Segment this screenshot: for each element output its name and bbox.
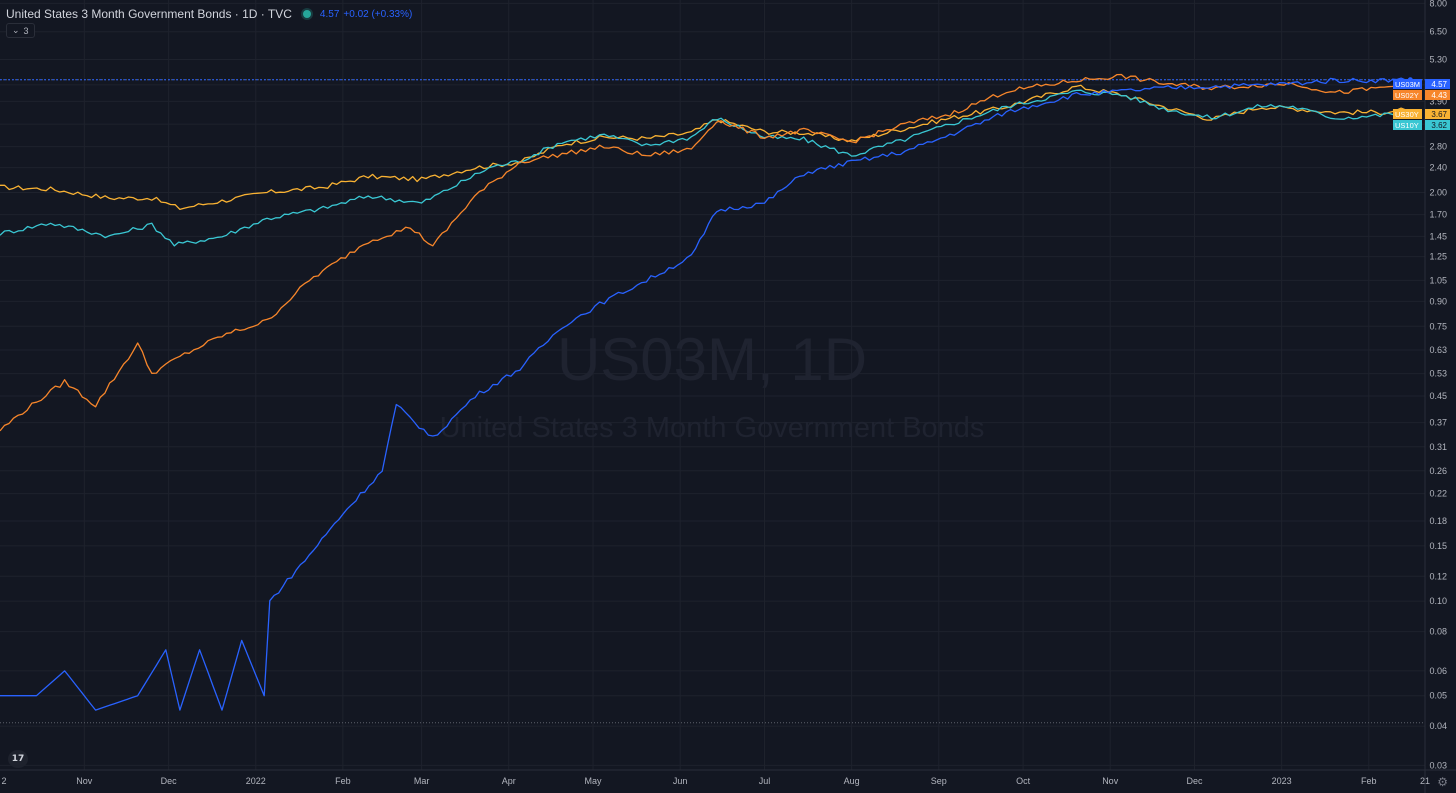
price-badges: US03M 4.57 US02Y 4.43 US30Y 3.67 US10Y 3.62 [1393,79,1450,130]
price-tick-label: 0.90 [1429,296,1447,306]
badge-symbol: US10Y [1395,121,1419,130]
time-tick-label: 21 [1420,776,1430,786]
price-tick-label: 1.45 [1429,231,1447,241]
badge-symbol-bg [1393,109,1422,119]
legend-header[interactable]: United States 3 Month Government Bonds ·… [6,7,412,21]
price-badge-us02y: US02Y 4.43 [1393,90,1450,100]
badge-value-bg [1425,79,1450,89]
badge-value-bg [1425,109,1450,119]
time-tick-label: Mar [414,776,430,786]
price-tick-label: 8.00 [1429,0,1447,8]
series-line-us10y[interactable] [0,89,1406,247]
badge-symbol: US02Y [1395,91,1419,100]
time-tick-label: 2022 [246,776,266,786]
time-tick-label: Jun [673,776,688,786]
price-tick-label: 3.90 [1429,96,1447,106]
price-tick-label: 2.40 [1429,163,1447,173]
price-tick-label: 0.15 [1429,541,1447,551]
series-line-us03m[interactable] [0,77,1406,711]
price-tick-label: 2.00 [1429,187,1447,197]
price-tick-label: 2.80 [1429,142,1447,152]
time-tick-label: 2023 [1272,776,1292,786]
price-tick-label: 1.05 [1429,275,1447,285]
price-tick-label: 0.18 [1429,516,1447,526]
grid-lines [0,0,1425,770]
badge-value-bg [1425,90,1450,100]
badge-symbol-bg [1393,90,1422,100]
badge-value: 4.57 [1431,80,1447,89]
price-tick-label: 6.50 [1429,27,1447,37]
tradingview-logo-icon[interactable]: 17 [8,750,28,768]
price-tick-label: 0.53 [1429,369,1447,379]
price-tick-label: 0.05 [1429,691,1447,701]
price-tick-label: 5.30 [1429,55,1447,65]
badge-value: 4.43 [1431,91,1447,100]
time-tick-label: Dec [161,776,178,786]
badge-value: 3.67 [1431,110,1447,119]
legend-collapse-button[interactable]: ⌄ 3 [6,23,35,38]
badge-symbol-bg [1393,79,1422,89]
badge-symbol: US03M [1395,80,1420,89]
badge-symbol-bg [1393,120,1422,130]
time-tick-label: Feb [1361,776,1377,786]
time-tick-label: Nov [76,776,93,786]
price-tick-label: 0.37 [1429,418,1447,428]
time-tick-label: Aug [844,776,860,786]
badge-value-bg [1425,120,1450,130]
settings-gear-icon[interactable]: ⚙ [1437,775,1448,789]
time-tick-label: Jul [759,776,771,786]
price-change: +0.02 (+0.33%) [343,8,413,20]
price-tick-label: 0.75 [1429,321,1447,331]
chevron-down-icon: ⌄ [12,25,20,35]
time-tick-label: Oct [1016,776,1031,786]
price-tick-label: 0.10 [1429,596,1447,606]
watermark-description: United States 3 Month Government Bonds [440,412,985,444]
price-tick-label: 0.12 [1429,571,1447,581]
watermark: US03M, 1D United States 3 Month Governme… [440,326,985,444]
price-tick-label: 1.70 [1429,210,1447,220]
time-tick-label: 2 [1,776,6,786]
price-tick-label: 0.26 [1429,466,1447,476]
time-tick-label: Feb [335,776,351,786]
time-tick-label: Apr [502,776,516,786]
series-lines [0,73,1413,711]
legend-count: 3 [23,25,29,36]
price-tick-label: 0.08 [1429,627,1447,637]
series-line-us02y[interactable] [0,73,1406,432]
price-tick-label: 0.03 [1429,760,1447,770]
symbol-title[interactable]: United States 3 Month Government Bonds ·… [6,7,292,21]
time-tick-label: May [585,776,603,786]
price-tick-label: 0.45 [1429,391,1447,401]
price-tick-label: 1.25 [1429,252,1447,262]
watermark-symbol: US03M, 1D [557,326,867,393]
badge-value: 3.62 [1431,121,1447,130]
price-tick-label: 0.22 [1429,489,1447,499]
price-badge-us30y: US30Y 3.67 [1393,109,1450,119]
market-status-icon [302,10,311,18]
badge-symbol: US30Y [1395,110,1419,119]
time-axis[interactable]: 2 Nov Dec 2022 Feb Mar Apr May Jun Jul Aug Sep Oct No… [0,769,1456,786]
time-tick-label: Dec [1187,776,1204,786]
price-tick-label: 0.63 [1429,345,1447,355]
price-badge-us03m: US03M 4.57 [1393,79,1450,89]
price-tick-label: 0.31 [1429,442,1447,452]
time-tick-label: Sep [931,776,947,786]
price-badge-us10y: US10Y 3.62 [1393,120,1450,130]
time-tick-label: Nov [1102,776,1119,786]
price-tick-label: 0.04 [1429,721,1447,731]
price-tick-label: 0.06 [1429,666,1447,676]
last-price: 4.57 [319,8,340,20]
reference-lines [0,79,1425,724]
